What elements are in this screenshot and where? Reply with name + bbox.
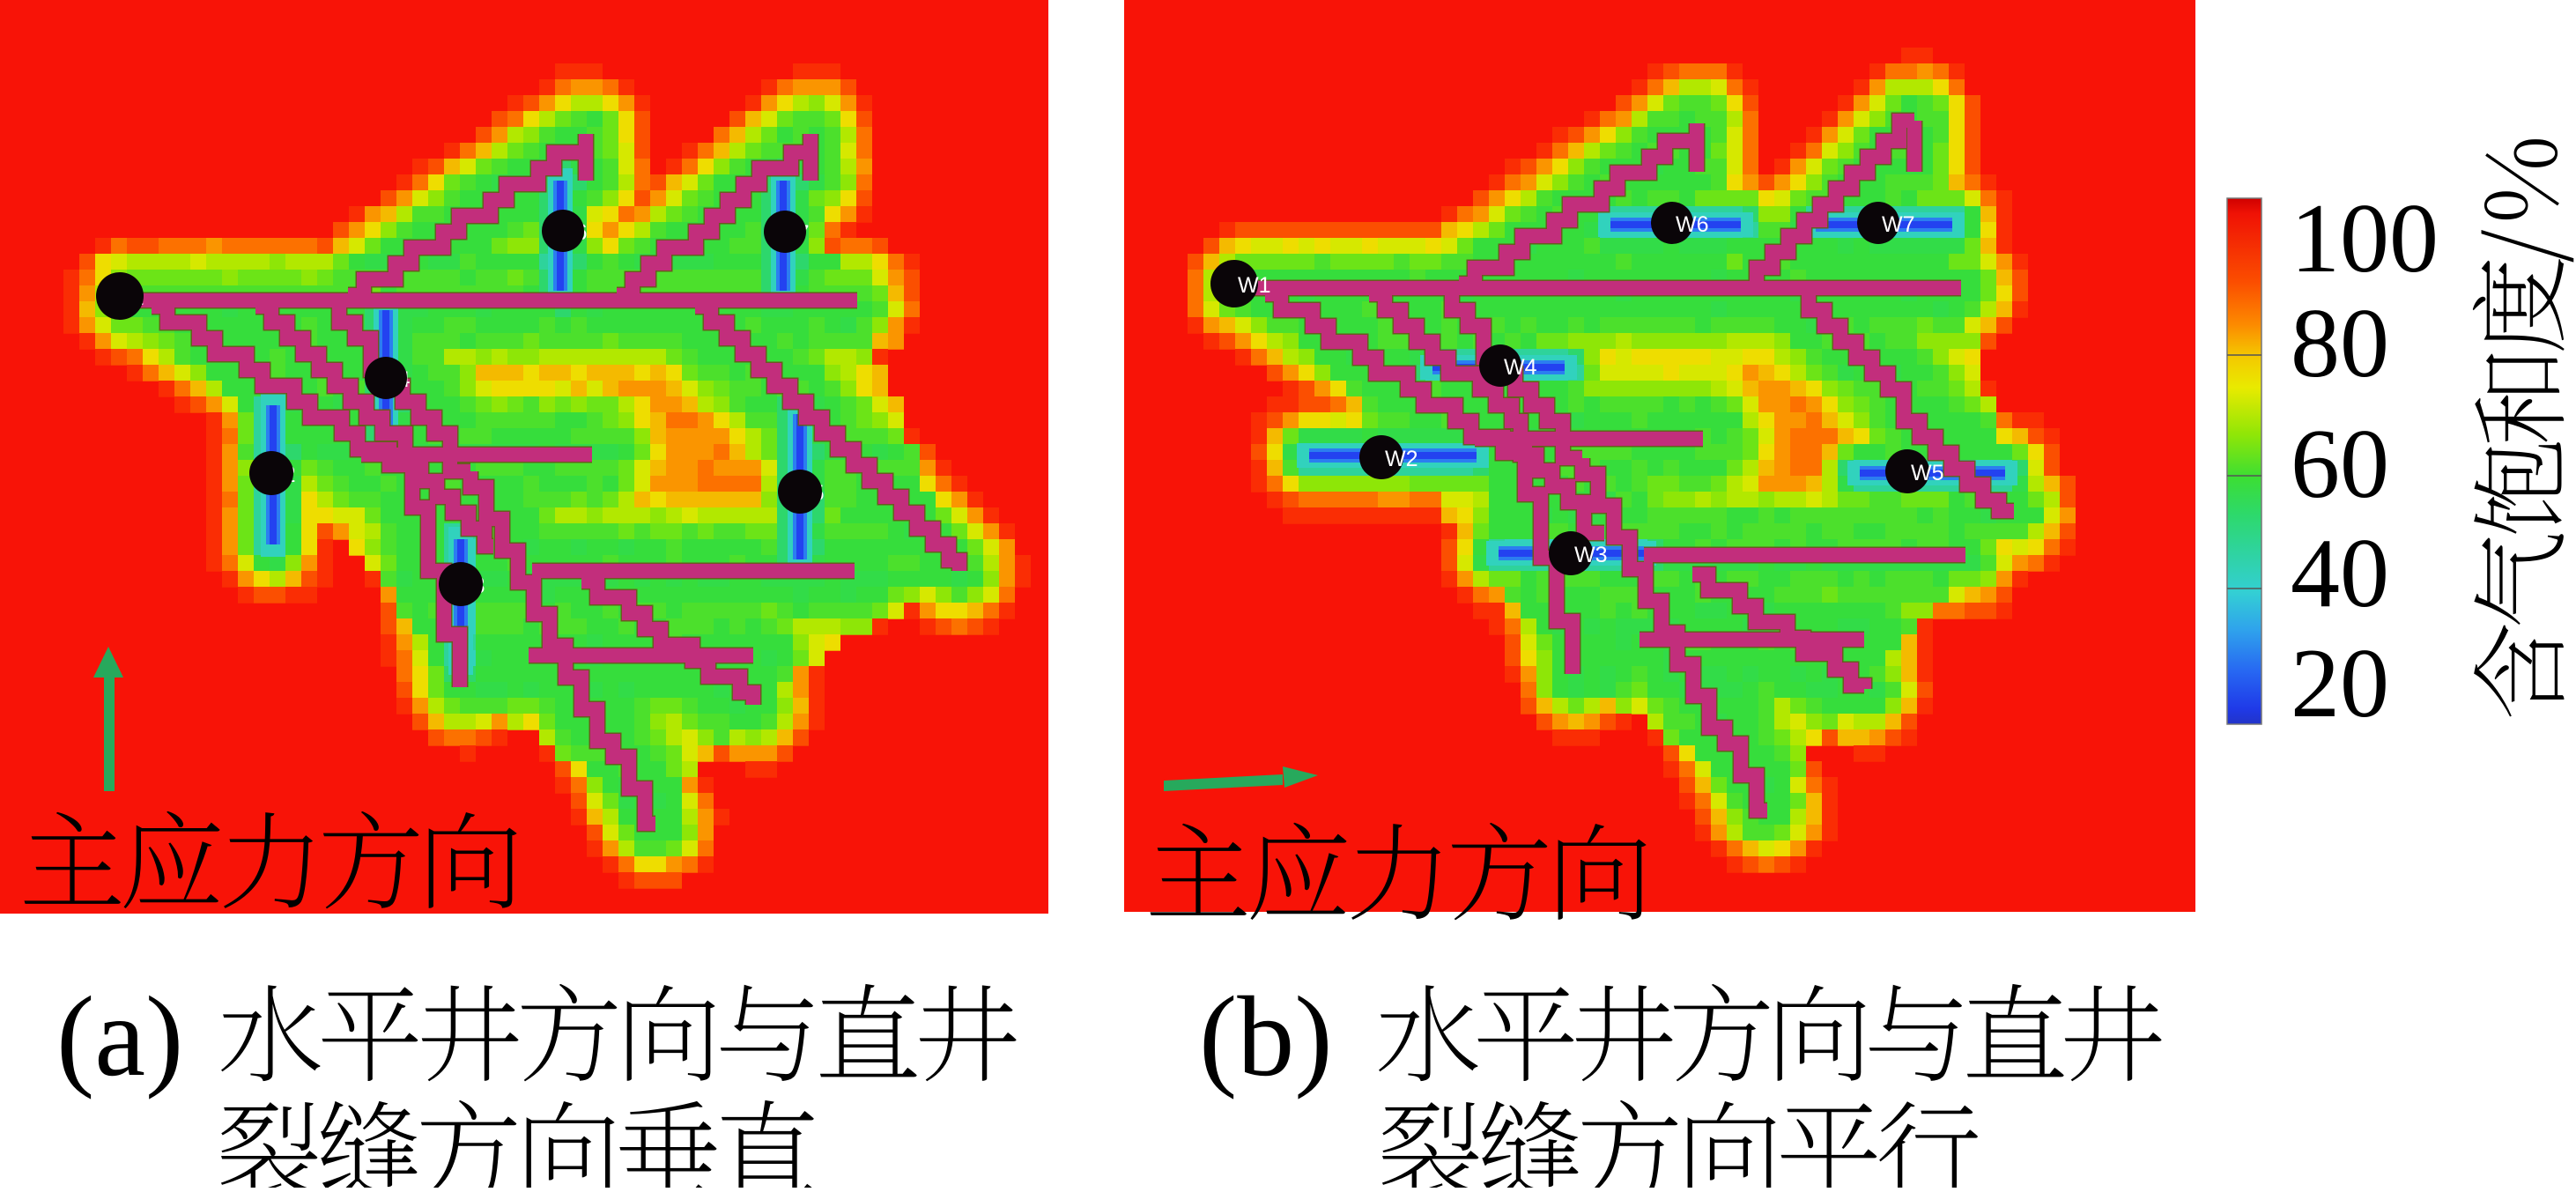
svg-text:W2: W2 bbox=[1385, 447, 1418, 471]
svg-text:W4: W4 bbox=[1504, 355, 1537, 380]
svg-text:20: 20 bbox=[2291, 629, 2389, 738]
svg-text:W7: W7 bbox=[1882, 212, 1915, 237]
svg-text:40: 40 bbox=[2291, 519, 2389, 628]
svg-text:W5: W5 bbox=[1911, 461, 1944, 485]
svg-text:80: 80 bbox=[2291, 289, 2389, 398]
svg-text:60: 60 bbox=[2291, 410, 2389, 519]
svg-text:W6: W6 bbox=[1676, 212, 1709, 237]
svg-text:100: 100 bbox=[2291, 184, 2439, 293]
svg-text:(b): (b) bbox=[1199, 974, 1333, 1100]
svg-text:W3: W3 bbox=[1574, 543, 1608, 567]
svg-text:W1: W1 bbox=[1238, 273, 1271, 298]
svg-text:(a): (a) bbox=[56, 974, 183, 1100]
